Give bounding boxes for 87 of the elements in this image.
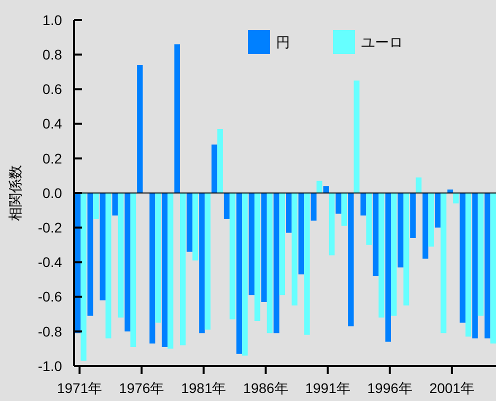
bar [354, 80, 360, 193]
bar [440, 193, 446, 334]
x-tick-label: 1981年 [181, 380, 226, 396]
y-tick-label: 0.6 [42, 81, 62, 98]
bar [416, 177, 422, 193]
x-tick-label: 1986年 [243, 380, 288, 396]
bar [292, 193, 298, 306]
y-tick-label: 0.8 [42, 46, 62, 62]
bar [286, 193, 292, 233]
bar [100, 193, 106, 300]
bar [398, 193, 404, 268]
bar [434, 193, 441, 228]
bar [106, 193, 112, 338]
bar [422, 193, 428, 259]
x-tick-label: 1996年 [367, 380, 412, 396]
y-tick-label: -1.0 [38, 358, 62, 374]
y-tick-label: 0.4 [42, 116, 62, 132]
y-tick-label: 0.2 [42, 150, 62, 166]
bar [174, 44, 180, 193]
y-axis-title: 相関係数 [7, 165, 23, 221]
bar [180, 193, 186, 346]
bar [224, 193, 230, 219]
bar [242, 193, 248, 356]
bar [341, 193, 348, 226]
y-tick-label: 0.0 [42, 184, 62, 201]
bar [266, 193, 273, 334]
bar [87, 193, 94, 316]
y-tick-label: 1.0 [42, 12, 62, 28]
bar [192, 193, 198, 260]
bar [236, 193, 242, 354]
bar [80, 193, 86, 361]
bar [372, 193, 379, 276]
x-tick-label: 1976年 [119, 380, 164, 396]
y-tick-label: -0.8 [38, 323, 62, 340]
y-tick-label: -0.6 [38, 288, 62, 305]
bar [323, 186, 329, 193]
bar [366, 193, 372, 245]
bar [199, 193, 205, 334]
bar [212, 144, 218, 193]
x-tick-label: 1991年 [305, 380, 350, 396]
bar [428, 193, 434, 247]
bar [261, 193, 267, 302]
bar [124, 193, 130, 332]
bar [155, 193, 161, 323]
bar [75, 193, 81, 334]
bar [230, 193, 236, 320]
bar [410, 193, 416, 238]
bar [391, 193, 397, 316]
bar [130, 193, 136, 347]
bar [360, 193, 366, 216]
bar [137, 64, 143, 193]
legend-label: 円 [276, 34, 290, 50]
bar [274, 193, 280, 334]
bar [93, 193, 99, 219]
y-tick-label: -0.4 [38, 254, 62, 270]
bar [304, 193, 310, 335]
bar [490, 193, 496, 344]
bar [254, 193, 260, 322]
bar [478, 193, 484, 316]
bar [348, 193, 354, 326]
bar [484, 193, 490, 338]
bar [149, 193, 156, 344]
bar [248, 193, 254, 296]
bar [465, 193, 472, 337]
bar [168, 193, 174, 349]
bar [204, 193, 211, 330]
bar [328, 193, 335, 256]
bar [453, 193, 459, 204]
y-tick-label: -0.2 [38, 220, 62, 236]
bar [279, 193, 286, 296]
x-tick-label: 1971年 [56, 380, 102, 396]
bar [403, 193, 410, 306]
bar [298, 193, 304, 274]
bar [310, 193, 317, 221]
bar [378, 193, 384, 318]
bar [336, 193, 342, 214]
bar [112, 193, 118, 216]
bar [316, 180, 322, 193]
bar [472, 193, 478, 338]
bar [162, 193, 168, 347]
bar [118, 193, 124, 318]
x-tick-label: 2001年 [429, 380, 474, 396]
bar [217, 128, 223, 193]
bar [186, 193, 192, 252]
bar [385, 193, 391, 342]
bar [460, 193, 466, 323]
legend-label: ユーロ [361, 34, 403, 50]
